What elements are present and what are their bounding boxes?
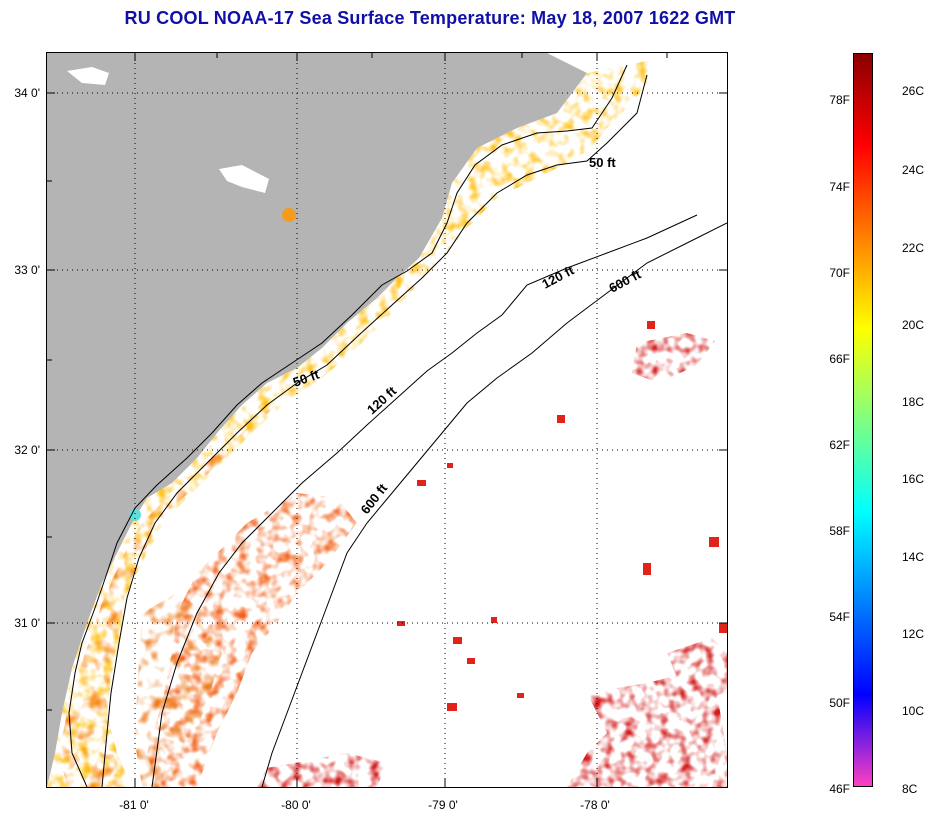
red-sst-specks <box>397 321 727 711</box>
cloud-patch <box>67 67 109 85</box>
edge-tick-marks <box>47 53 727 787</box>
colorbar-c-label: 20C <box>902 318 925 332</box>
colorbar-c-label: 22C <box>902 241 925 255</box>
contour-label: 600 ft <box>606 266 644 296</box>
isobath-50ft <box>101 74 648 787</box>
colorbar-f-label: 78F <box>829 93 850 107</box>
cold-spot <box>129 509 141 521</box>
temperature-colorbar <box>853 53 873 787</box>
colorbar-f-label: 54F <box>829 610 850 624</box>
colorbar-f-label: 70F <box>829 266 850 280</box>
warm-spot <box>282 208 296 222</box>
colorbar-c-label: 12C <box>902 627 925 641</box>
lat-tick-label: 32 0' <box>14 443 40 457</box>
lon-tick-label: -79 0' <box>428 798 458 812</box>
coastline <box>68 64 628 787</box>
colorbar-f-label: 66F <box>829 352 850 366</box>
colorbar-c-label: 8C <box>902 782 918 796</box>
contour-label: 50 ft <box>589 155 616 170</box>
colorbar-f-label: 62F <box>829 438 850 452</box>
colorbar-c-label: 18C <box>902 395 925 409</box>
lon-tick-label: -80 0' <box>281 798 311 812</box>
colorbar-c-label: 26C <box>902 84 925 98</box>
offshore-warm-plume <box>135 593 222 787</box>
sst-map-panel[interactable]: 50 ft 120 ft 600 ft 50 ft 120 ft 600 ft <box>46 52 728 788</box>
map-title: RU COOL NOAA-17 Sea Surface Temperature:… <box>124 8 736 28</box>
lat-tick-label: 31 0' <box>14 616 40 630</box>
lon-tick-label: -81 0' <box>119 798 149 812</box>
lon-tick-label: -78 0' <box>580 798 610 812</box>
lat-tick-label: 34 0' <box>14 86 40 100</box>
colorbar-f-label: 50F <box>829 696 850 710</box>
colorbar-c-label: 24C <box>902 163 925 177</box>
lat-lon-grid <box>47 53 727 787</box>
colorbar-f-label: 46F <box>829 782 850 796</box>
coastal-warm-band <box>47 61 657 787</box>
colorbar-f-label: 58F <box>829 524 850 538</box>
colorbar-c-label: 10C <box>902 704 925 718</box>
isobath-120ft <box>151 214 698 787</box>
sst-map-canvas: 50 ft 120 ft 600 ft 50 ft 120 ft 600 ft <box>47 53 727 787</box>
lat-tick-label: 33 0' <box>14 263 40 277</box>
contour-label: 120 ft <box>539 262 577 292</box>
cloud-patch <box>219 165 269 193</box>
land-mass <box>47 53 587 787</box>
colorbar-c-label: 14C <box>902 550 925 564</box>
red-sst-patches <box>257 333 727 787</box>
coastal-orange-band <box>59 393 287 787</box>
colorbar-f-label: 74F <box>829 180 850 194</box>
contour-label: 600 ft <box>358 480 391 517</box>
isobath-600ft <box>261 222 727 787</box>
colorbar-c-label: 16C <box>902 472 925 486</box>
